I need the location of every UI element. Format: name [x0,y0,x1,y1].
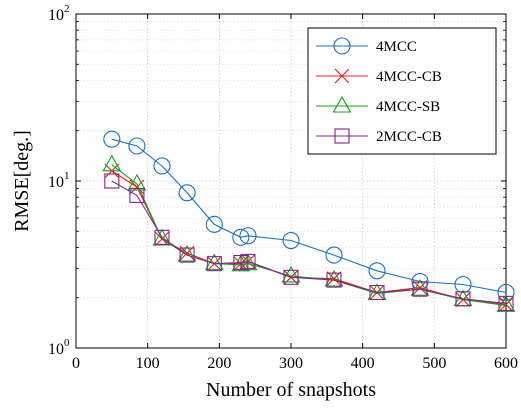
data-point [129,179,145,195]
data-point [282,231,300,250]
series-line [111,138,507,294]
legend-label: 4MCC [376,39,417,55]
series-2mcc-cb [104,173,514,311]
data-point [281,265,301,283]
legend-entry: 4MCC-SB [316,95,440,115]
data-point [232,228,250,246]
y-tick-label: 100 [48,337,70,358]
data-point [326,271,342,287]
data-point [153,157,171,175]
data-point [410,279,430,296]
x-tick-label: 0 [72,355,80,372]
legend-marker [333,37,351,55]
data-point [324,269,344,287]
data-point [231,254,251,272]
legend-entry: 4MCC-CB [316,68,442,85]
data-point [283,269,299,285]
legend-entry: 2MCC-CB [316,128,442,145]
series-line [111,180,507,304]
data-point [497,283,515,302]
data-point [498,295,514,311]
legend-entry: 4MCC [316,37,417,55]
data-point [412,280,428,295]
data-point [104,173,120,189]
x-tick-label: 500 [422,355,446,372]
data-point [205,215,223,233]
data-point [179,247,195,263]
data-point [129,187,145,203]
data-series [102,130,516,312]
data-point [455,291,471,307]
legend: 4MCC 4MCC-CB 4MCC-SB 2MCC-CB [307,27,497,155]
y-tick-label: 101 [48,170,70,191]
legend-box [307,27,497,155]
series-line [111,170,507,306]
data-point [369,284,385,301]
x-tick-label: 100 [136,355,160,372]
data-point [127,173,147,191]
data-point [178,184,196,202]
data-point [128,137,146,155]
legend-label: 4MCC-CB [376,69,442,85]
y-axis-label: RMSE[deg.] [11,130,33,232]
data-point [239,227,257,245]
data-point [326,272,342,288]
data-point [454,275,472,294]
data-point [177,244,197,262]
x-tick-label: 400 [351,355,375,372]
series-4mcc-sb [102,154,516,312]
data-point [152,228,172,246]
data-point [154,229,170,245]
legend-marker [332,95,352,113]
y-tick-label: 102 [48,3,70,24]
data-point [498,297,514,312]
data-point [496,295,516,312]
data-point [368,262,386,280]
x-tick-label: 600 [494,355,518,372]
x-axis-label: Number of snapshots [206,379,376,401]
legend-marker [334,68,350,84]
data-point [240,253,256,269]
legend-marker [334,128,350,144]
data-point [412,281,428,297]
legend-label: 2MCC-CB [376,129,442,145]
series-line [111,164,507,306]
series-4mcc [103,130,515,302]
data-point [206,256,222,272]
x-tick-label: 300 [279,355,303,372]
x-tick-label: 200 [207,355,231,372]
data-point [325,246,343,264]
data-point [102,154,122,172]
legend-label: 4MCC-SB [376,99,440,115]
data-point [103,130,121,148]
